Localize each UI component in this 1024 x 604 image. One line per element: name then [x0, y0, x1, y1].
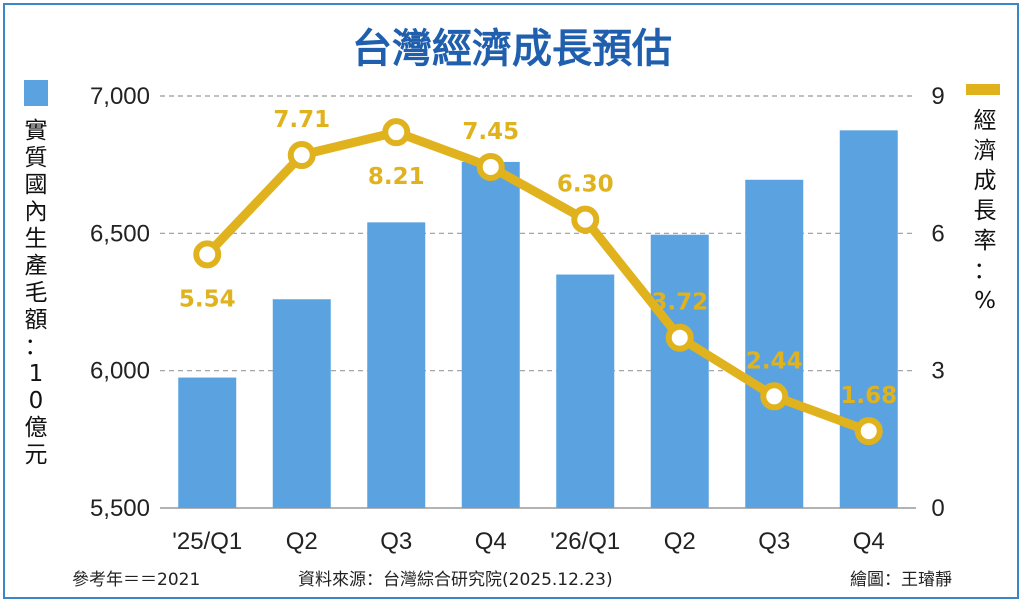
x-tick-label: '26/Q1: [550, 528, 620, 555]
left-tick-label: 7,000: [90, 83, 150, 110]
line-point: [287, 141, 316, 170]
x-tick-label: Q2: [286, 528, 318, 555]
bar-series: [178, 130, 898, 509]
x-tick-label: '25/Q1: [172, 528, 242, 555]
footer-base-year: 參考年＝＝2021: [72, 570, 200, 590]
right-axis-label-text: 經濟成長率：%: [974, 108, 997, 314]
data-label: 3.72: [651, 290, 708, 316]
bar: [839, 130, 898, 509]
left-tick-label: 5,500: [90, 495, 150, 522]
legend-line-swatch: [966, 84, 1000, 95]
left-axis-ticks: 5,500 6,000 6,500 7,000: [90, 83, 150, 522]
footer-source: 資料來源：台灣綜合研究院(2025.12.23): [298, 570, 613, 590]
left-tick-label: 6,500: [90, 220, 150, 247]
data-label: 2.44: [746, 348, 803, 374]
data-label: 6.30: [557, 172, 614, 198]
x-tick-label: Q3: [758, 528, 790, 555]
left-axis-label-text: 實質國內生產毛額： 1 0 億元: [25, 118, 48, 468]
bar: [556, 274, 615, 508]
x-tick-label: Q4: [853, 528, 885, 555]
right-axis-ticks: 0 3 6 9: [931, 83, 944, 522]
line-point: [854, 417, 883, 446]
data-label: 1.68: [840, 383, 897, 409]
right-tick-label: 9: [931, 83, 944, 110]
data-label: 7.45: [462, 119, 519, 145]
line-series: 5.54 7.71 8.21 7.45 6.30 3.72 2.44 1.68: [179, 107, 897, 446]
x-tick-label: Q2: [664, 528, 696, 555]
x-tick-label: Q4: [475, 528, 507, 555]
data-label: 7.71: [273, 107, 330, 133]
bar: [745, 179, 804, 509]
growth-line: [202, 127, 874, 436]
line-point: [760, 382, 789, 411]
right-axis-label: 經濟成長率：%: [974, 108, 997, 314]
bar: [461, 161, 520, 509]
footer-credit: 繪圖：王璿靜: [850, 570, 952, 590]
bar: [178, 377, 237, 508]
legend-bar-swatch: [24, 80, 48, 106]
line-point: [571, 205, 600, 234]
chart-title: 台灣經濟成長預估: [352, 26, 672, 72]
line-point: [193, 240, 222, 269]
bar: [650, 234, 709, 508]
x-axis-ticks: '25/Q1 Q2 Q3 Q4 '26/Q1 Q2 Q3 Q4: [172, 528, 884, 555]
line-point: [476, 152, 505, 181]
data-label: 8.21: [368, 164, 425, 190]
line-point: [665, 323, 694, 352]
right-tick-label: 3: [931, 358, 944, 385]
x-tick-label: Q3: [380, 528, 412, 555]
right-tick-label: 6: [931, 220, 944, 247]
left-axis-label: 實質國內生產毛額： 1 0 億元: [25, 118, 48, 468]
data-label: 5.54: [179, 286, 236, 312]
bar: [272, 299, 331, 508]
bar: [367, 222, 426, 508]
line-point: [382, 118, 411, 147]
right-tick-label: 0: [931, 495, 944, 522]
left-tick-label: 6,000: [90, 358, 150, 385]
